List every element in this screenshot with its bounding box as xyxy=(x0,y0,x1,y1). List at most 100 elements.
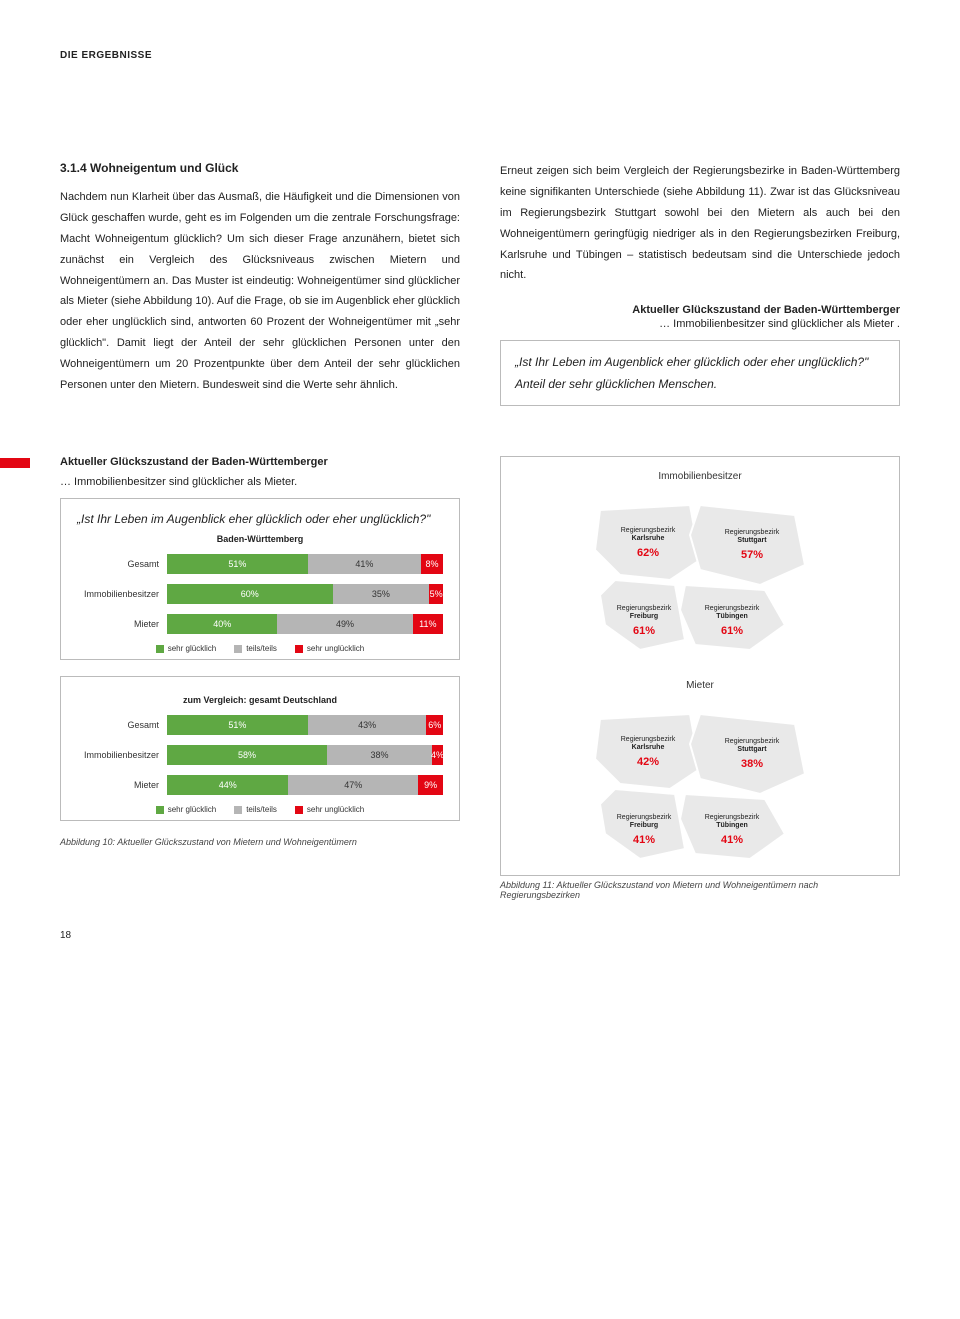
legend-label: sehr glücklich xyxy=(168,805,216,814)
legend-label: sehr unglücklich xyxy=(307,644,364,653)
bar-row: Immobilienbesitzer58%38%4% xyxy=(77,745,443,765)
map-renter: Regierungsbezirk Karlsruhe 42% Regierungsbe… xyxy=(560,699,840,869)
bar-segment-grey: 35% xyxy=(333,584,430,604)
map-pct-freiburg: 41% xyxy=(633,834,655,846)
map-label-name: Freiburg xyxy=(630,613,658,620)
legend-item: sehr unglücklich xyxy=(295,805,364,814)
bar-track: 44%47%9% xyxy=(167,775,443,795)
map-region-stuttgart xyxy=(690,714,805,794)
bar-row-label: Immobilienbesitzer xyxy=(77,750,167,760)
maps-box: Immobilienbesitzer RegierungsbezirkKarls… xyxy=(500,456,900,876)
map-label-prefix: Regierungsbezirk xyxy=(725,529,780,536)
map-pct-karlsruhe: 62% xyxy=(637,547,659,559)
bar-track: 40%49%11% xyxy=(167,614,443,634)
bar-segment-grey: 38% xyxy=(327,745,432,765)
bar-track: 60%35%5% xyxy=(167,584,443,604)
map-label-prefix: Regierungsbezirk xyxy=(725,738,780,745)
map-label-prefix: Regierungsbezirk xyxy=(705,605,760,612)
map-pct-stuttgart: 38% xyxy=(741,758,763,770)
map-label-name: Karlsruhe xyxy=(632,535,665,542)
map-label-prefix: Regierungsbezirk xyxy=(705,814,760,821)
legend-item: sehr unglücklich xyxy=(295,644,364,653)
bar-segment-grey: 49% xyxy=(277,614,412,634)
bar-segment-grey: 41% xyxy=(308,554,421,574)
bar-row-label: Mieter xyxy=(77,780,167,790)
right-chart-subtitle: … Immobilienbesitzer sind glücklicher al… xyxy=(500,318,900,330)
bar-track: 51%43%6% xyxy=(167,715,443,735)
right-body-text: Erneut zeigen sich beim Vergleich der Re… xyxy=(500,161,900,286)
caption-right: Abbildung 11: Aktueller Glückszustand vo… xyxy=(500,880,900,900)
legend-swatch xyxy=(234,806,242,814)
map-owner-heading: Immobilienbesitzer xyxy=(511,471,889,482)
legend-item: teils/teils xyxy=(234,805,277,814)
left-body-text: Nachdem nun Klarheit über das Ausmaß, di… xyxy=(60,187,460,396)
chart1-question: „Ist Ihr Leben im Augenblick eher glückl… xyxy=(77,511,443,528)
legend-swatch xyxy=(156,806,164,814)
map-region-karlsruhe xyxy=(595,505,700,580)
section-heading: 3.1.4 Wohneigentum und Glück xyxy=(60,161,460,175)
map-label-name: Karlsruhe xyxy=(632,744,665,751)
left-chart-subtitle: … Immobilienbesitzer sind glücklicher al… xyxy=(60,476,460,488)
map-label-prefix: Regierungsbezirk xyxy=(617,605,672,612)
bar-row: Immobilienbesitzer60%35%5% xyxy=(77,584,443,604)
bar-segment-red: 6% xyxy=(426,715,443,735)
legend-label: teils/teils xyxy=(246,644,277,653)
legend-label: sehr unglücklich xyxy=(307,805,364,814)
page-number: 18 xyxy=(60,930,900,941)
quote-box: „Ist Ihr Leben im Augenblick eher glückl… xyxy=(500,340,900,406)
bar-row: Gesamt51%41%8% xyxy=(77,554,443,574)
bar-row: Mieter44%47%9% xyxy=(77,775,443,795)
legend-item: sehr glücklich xyxy=(156,805,216,814)
bar-segment-green: 51% xyxy=(167,715,308,735)
map-label-name: Stuttgart xyxy=(737,537,767,544)
map-pct-stuttgart: 57% xyxy=(741,549,763,561)
map-label-name: Stuttgart xyxy=(737,746,767,753)
bar-chart-de: zum Vergleich: gesamt Deutschland Gesamt… xyxy=(60,676,460,821)
bar-row-label: Mieter xyxy=(77,619,167,629)
map-region-karlsruhe xyxy=(595,714,700,789)
legend-swatch xyxy=(295,806,303,814)
bar-segment-red: 8% xyxy=(421,554,443,574)
map-pct-karlsruhe: 42% xyxy=(637,756,659,768)
map-pct-tuebingen: 41% xyxy=(721,834,743,846)
bar-row-label: Immobilienbesitzer xyxy=(77,589,167,599)
bar-row-label: Gesamt xyxy=(77,720,167,730)
bar-row: Gesamt51%43%6% xyxy=(77,715,443,735)
map-label-prefix: Regierungsbezirk xyxy=(617,814,672,821)
map-owner: RegierungsbezirkKarlsruhe62%Regierungsbe… xyxy=(560,490,840,660)
right-chart-title: Aktueller Glückszustand der Baden-Württe… xyxy=(500,304,900,316)
bar-row-label: Gesamt xyxy=(77,559,167,569)
bar-segment-red: 5% xyxy=(429,584,443,604)
bar-segment-green: 51% xyxy=(167,554,308,574)
bar-segment-green: 60% xyxy=(167,584,333,604)
bar-segment-green: 40% xyxy=(167,614,277,634)
bar-segment-grey: 47% xyxy=(288,775,418,795)
bar-segment-green: 44% xyxy=(167,775,288,795)
bar-segment-grey: 43% xyxy=(308,715,427,735)
map-pct-freiburg: 61% xyxy=(633,625,655,637)
legend-label: sehr glücklich xyxy=(168,644,216,653)
map-label-name: Freiburg xyxy=(630,822,658,829)
map-renter-heading: Mieter xyxy=(511,680,889,691)
map-pct-tuebingen: 61% xyxy=(721,625,743,637)
section-header: DIE ERGEBNISSE xyxy=(60,50,900,61)
legend-label: teils/teils xyxy=(246,805,277,814)
quote-answer: Anteil der sehr glücklichen Menschen. xyxy=(515,375,885,393)
chart2-region: zum Vergleich: gesamt Deutschland xyxy=(77,695,443,705)
map-label-name: Tübingen xyxy=(716,822,748,829)
bar-row: Mieter40%49%11% xyxy=(77,614,443,634)
map-region-stuttgart xyxy=(690,505,805,585)
chart1-region: Baden-Württemberg xyxy=(77,534,443,544)
map-label-prefix: Regierungsbezirk xyxy=(621,527,676,534)
legend-swatch xyxy=(156,645,164,653)
quote-question: „Ist Ihr Leben im Augenblick eher glückl… xyxy=(515,353,885,371)
bar-segment-green: 58% xyxy=(167,745,327,765)
caption-left: Abbildung 10: Aktueller Glückszustand vo… xyxy=(60,837,460,847)
map-label-name: Tübingen xyxy=(716,613,748,620)
bar-track: 51%41%8% xyxy=(167,554,443,574)
left-chart-title: Aktueller Glückszustand der Baden-Württe… xyxy=(60,456,460,468)
bar-segment-red: 4% xyxy=(432,745,443,765)
bar-segment-red: 11% xyxy=(413,614,443,634)
chart2-legend: sehr glücklich teils/teils sehr unglücklic… xyxy=(77,805,443,814)
bar-chart-bw: „Ist Ihr Leben im Augenblick eher glückl… xyxy=(60,498,460,660)
